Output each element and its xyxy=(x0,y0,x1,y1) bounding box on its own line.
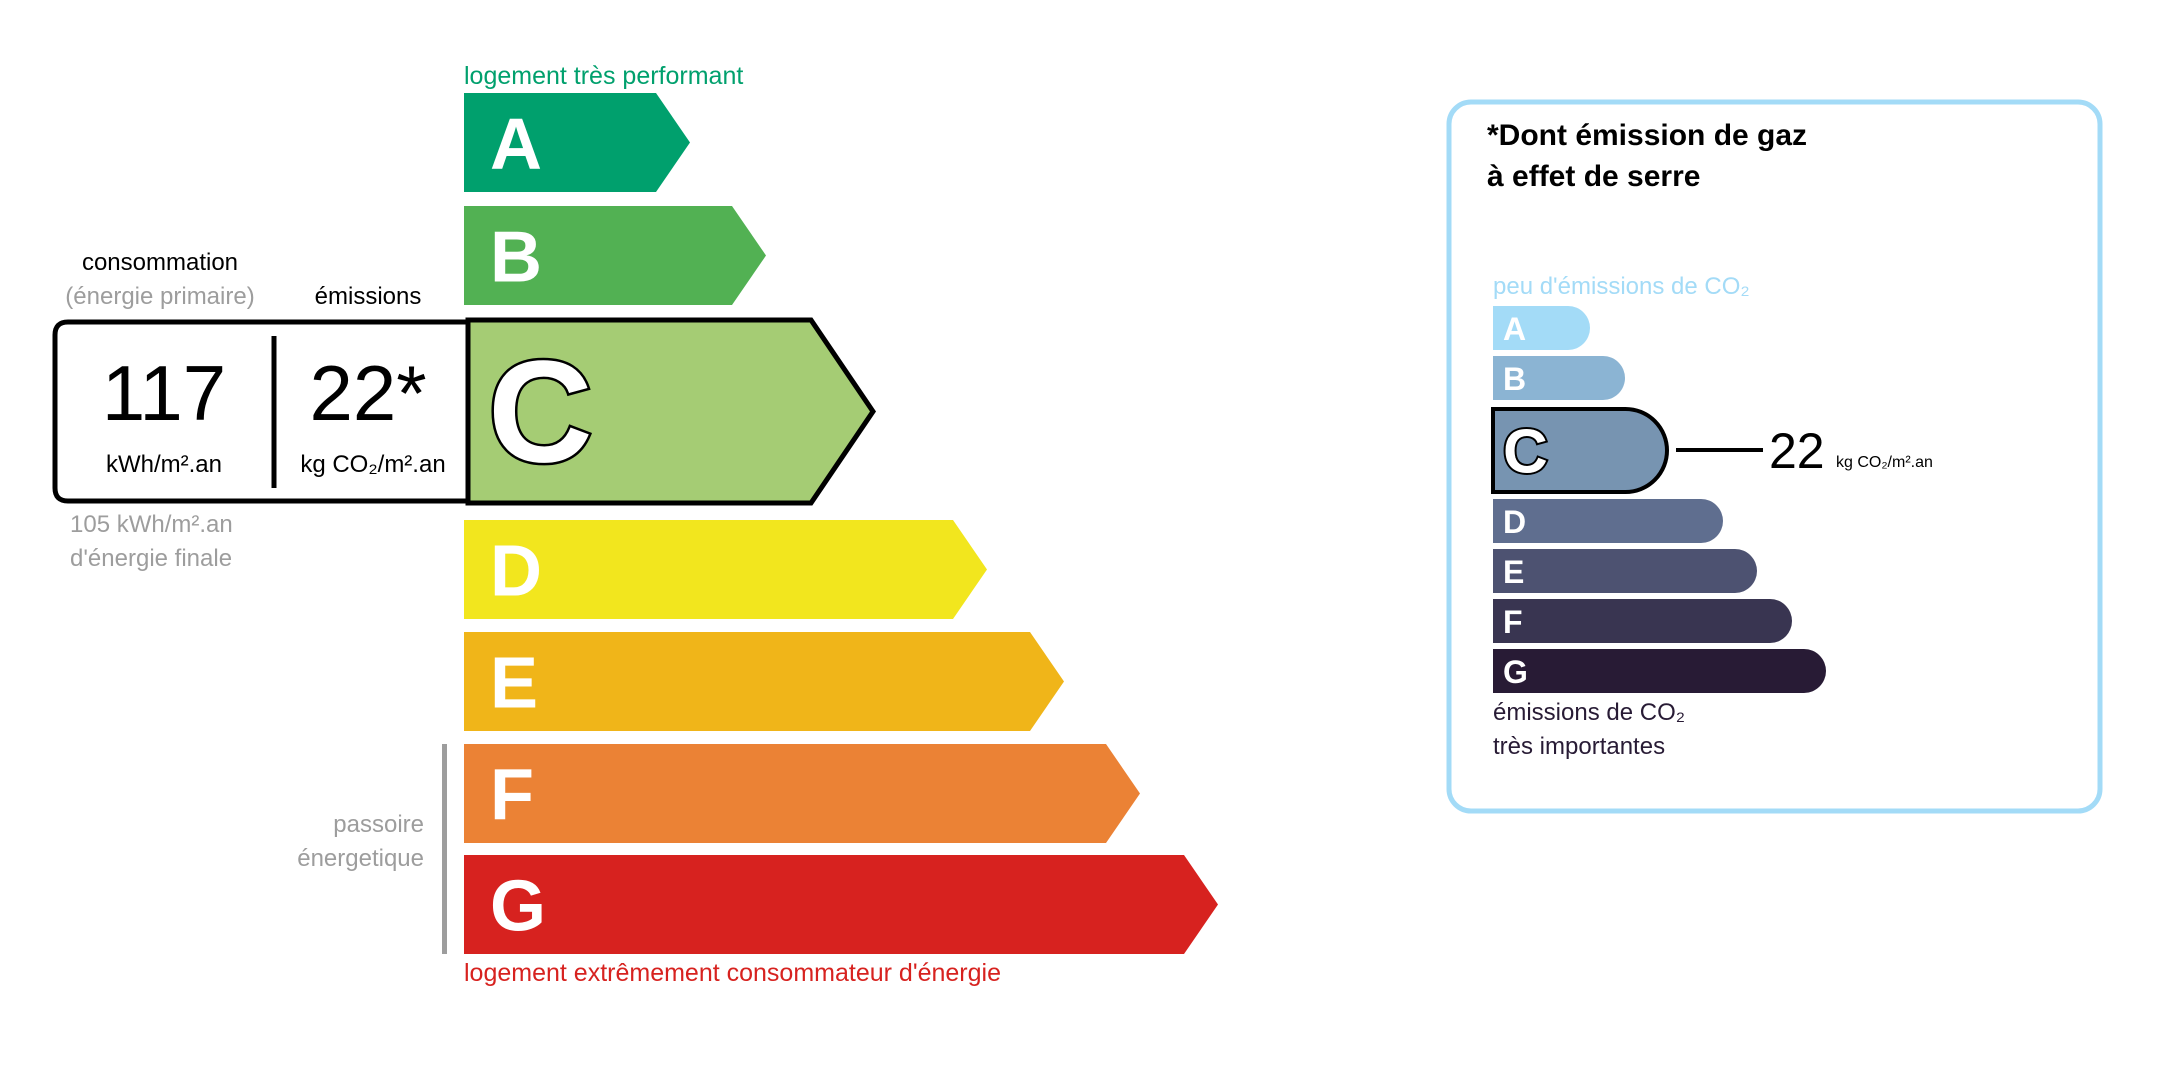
passoire-label-1: passoire xyxy=(333,811,424,838)
energy-letter: A xyxy=(490,105,542,185)
energy-bar xyxy=(464,632,1064,731)
energy-class-d: D xyxy=(464,520,987,619)
energy-letter: G xyxy=(490,867,546,947)
ges-bottom-label-2: très importantes xyxy=(1493,733,1665,760)
emissions-value: 22* xyxy=(309,349,426,437)
emissions-unit: kg CO₂/m².an xyxy=(300,451,445,478)
ges-letter: D xyxy=(1503,504,1526,540)
energy-bar xyxy=(464,93,690,192)
ges-bar xyxy=(1493,306,1590,350)
consumption-label: consommation xyxy=(82,249,238,276)
energy-bar xyxy=(464,206,766,305)
energy-class-c: C xyxy=(465,317,877,506)
ges-letter: E xyxy=(1503,554,1524,590)
ges-bar xyxy=(1493,599,1792,643)
consumption-unit: kWh/m².an xyxy=(106,451,222,478)
ges-unit: kg CO₂/m².an xyxy=(1836,454,1933,471)
ges-top-label: peu d'émissions de CO₂ xyxy=(1493,273,1750,300)
final-energy-value: 105 kWh/m².an xyxy=(70,511,233,538)
consumption-sublabel: (énergie primaire) xyxy=(65,283,254,310)
passoire-bracket xyxy=(442,744,447,954)
ges-bar xyxy=(1493,356,1625,400)
energy-letter: D xyxy=(490,532,542,612)
ges-bar xyxy=(1493,649,1826,693)
ges-title-2: à effet de serre xyxy=(1487,160,1700,193)
ges-letter: A xyxy=(1503,311,1526,347)
ges-class-b: B xyxy=(1493,356,1625,400)
energy-bar xyxy=(464,855,1218,954)
ges-class-c: C xyxy=(1491,407,1669,494)
energy-class-f: F xyxy=(464,744,1140,843)
ges-bottom-label-1: émissions de CO₂ xyxy=(1493,699,1685,726)
ges-letter: C xyxy=(1503,418,1548,487)
bottom-label: logement extrêmement consommateur d'éner… xyxy=(464,959,1001,987)
value-box xyxy=(52,319,471,504)
energy-letter: B xyxy=(490,218,542,298)
passoire-label-2: énergetique xyxy=(297,845,424,872)
ges-class-a: A xyxy=(1493,306,1590,350)
energy-class-g: G xyxy=(464,855,1218,954)
energy-letter: E xyxy=(490,644,538,724)
energy-bar xyxy=(464,520,987,619)
ges-letter: F xyxy=(1503,604,1523,640)
emissions-label: émissions xyxy=(315,283,422,310)
ges-class-e: E xyxy=(1493,549,1757,593)
ges-bar xyxy=(1491,407,1669,494)
ges-title-1: *Dont émission de gaz xyxy=(1487,119,1807,152)
ges-letter: G xyxy=(1503,654,1528,690)
ges-value: 22 xyxy=(1769,423,1825,479)
ges-bar xyxy=(1493,549,1757,593)
energy-letter: C xyxy=(488,331,593,493)
ges-letter: B xyxy=(1503,361,1526,397)
top-label: logement très performant xyxy=(464,62,743,90)
final-energy-label: d'énergie finale xyxy=(70,545,232,572)
energy-class-a: A xyxy=(464,93,690,192)
energy-letter: F xyxy=(490,756,534,836)
ges-class-d: D xyxy=(1493,499,1723,543)
ges-bar xyxy=(1493,499,1723,543)
energy-class-b: B xyxy=(464,206,766,305)
ges-class-f: F xyxy=(1493,599,1792,643)
energy-class-e: E xyxy=(464,632,1064,731)
ges-class-g: G xyxy=(1493,649,1826,693)
consumption-value: 117 xyxy=(102,349,226,437)
energy-bar xyxy=(464,744,1140,843)
